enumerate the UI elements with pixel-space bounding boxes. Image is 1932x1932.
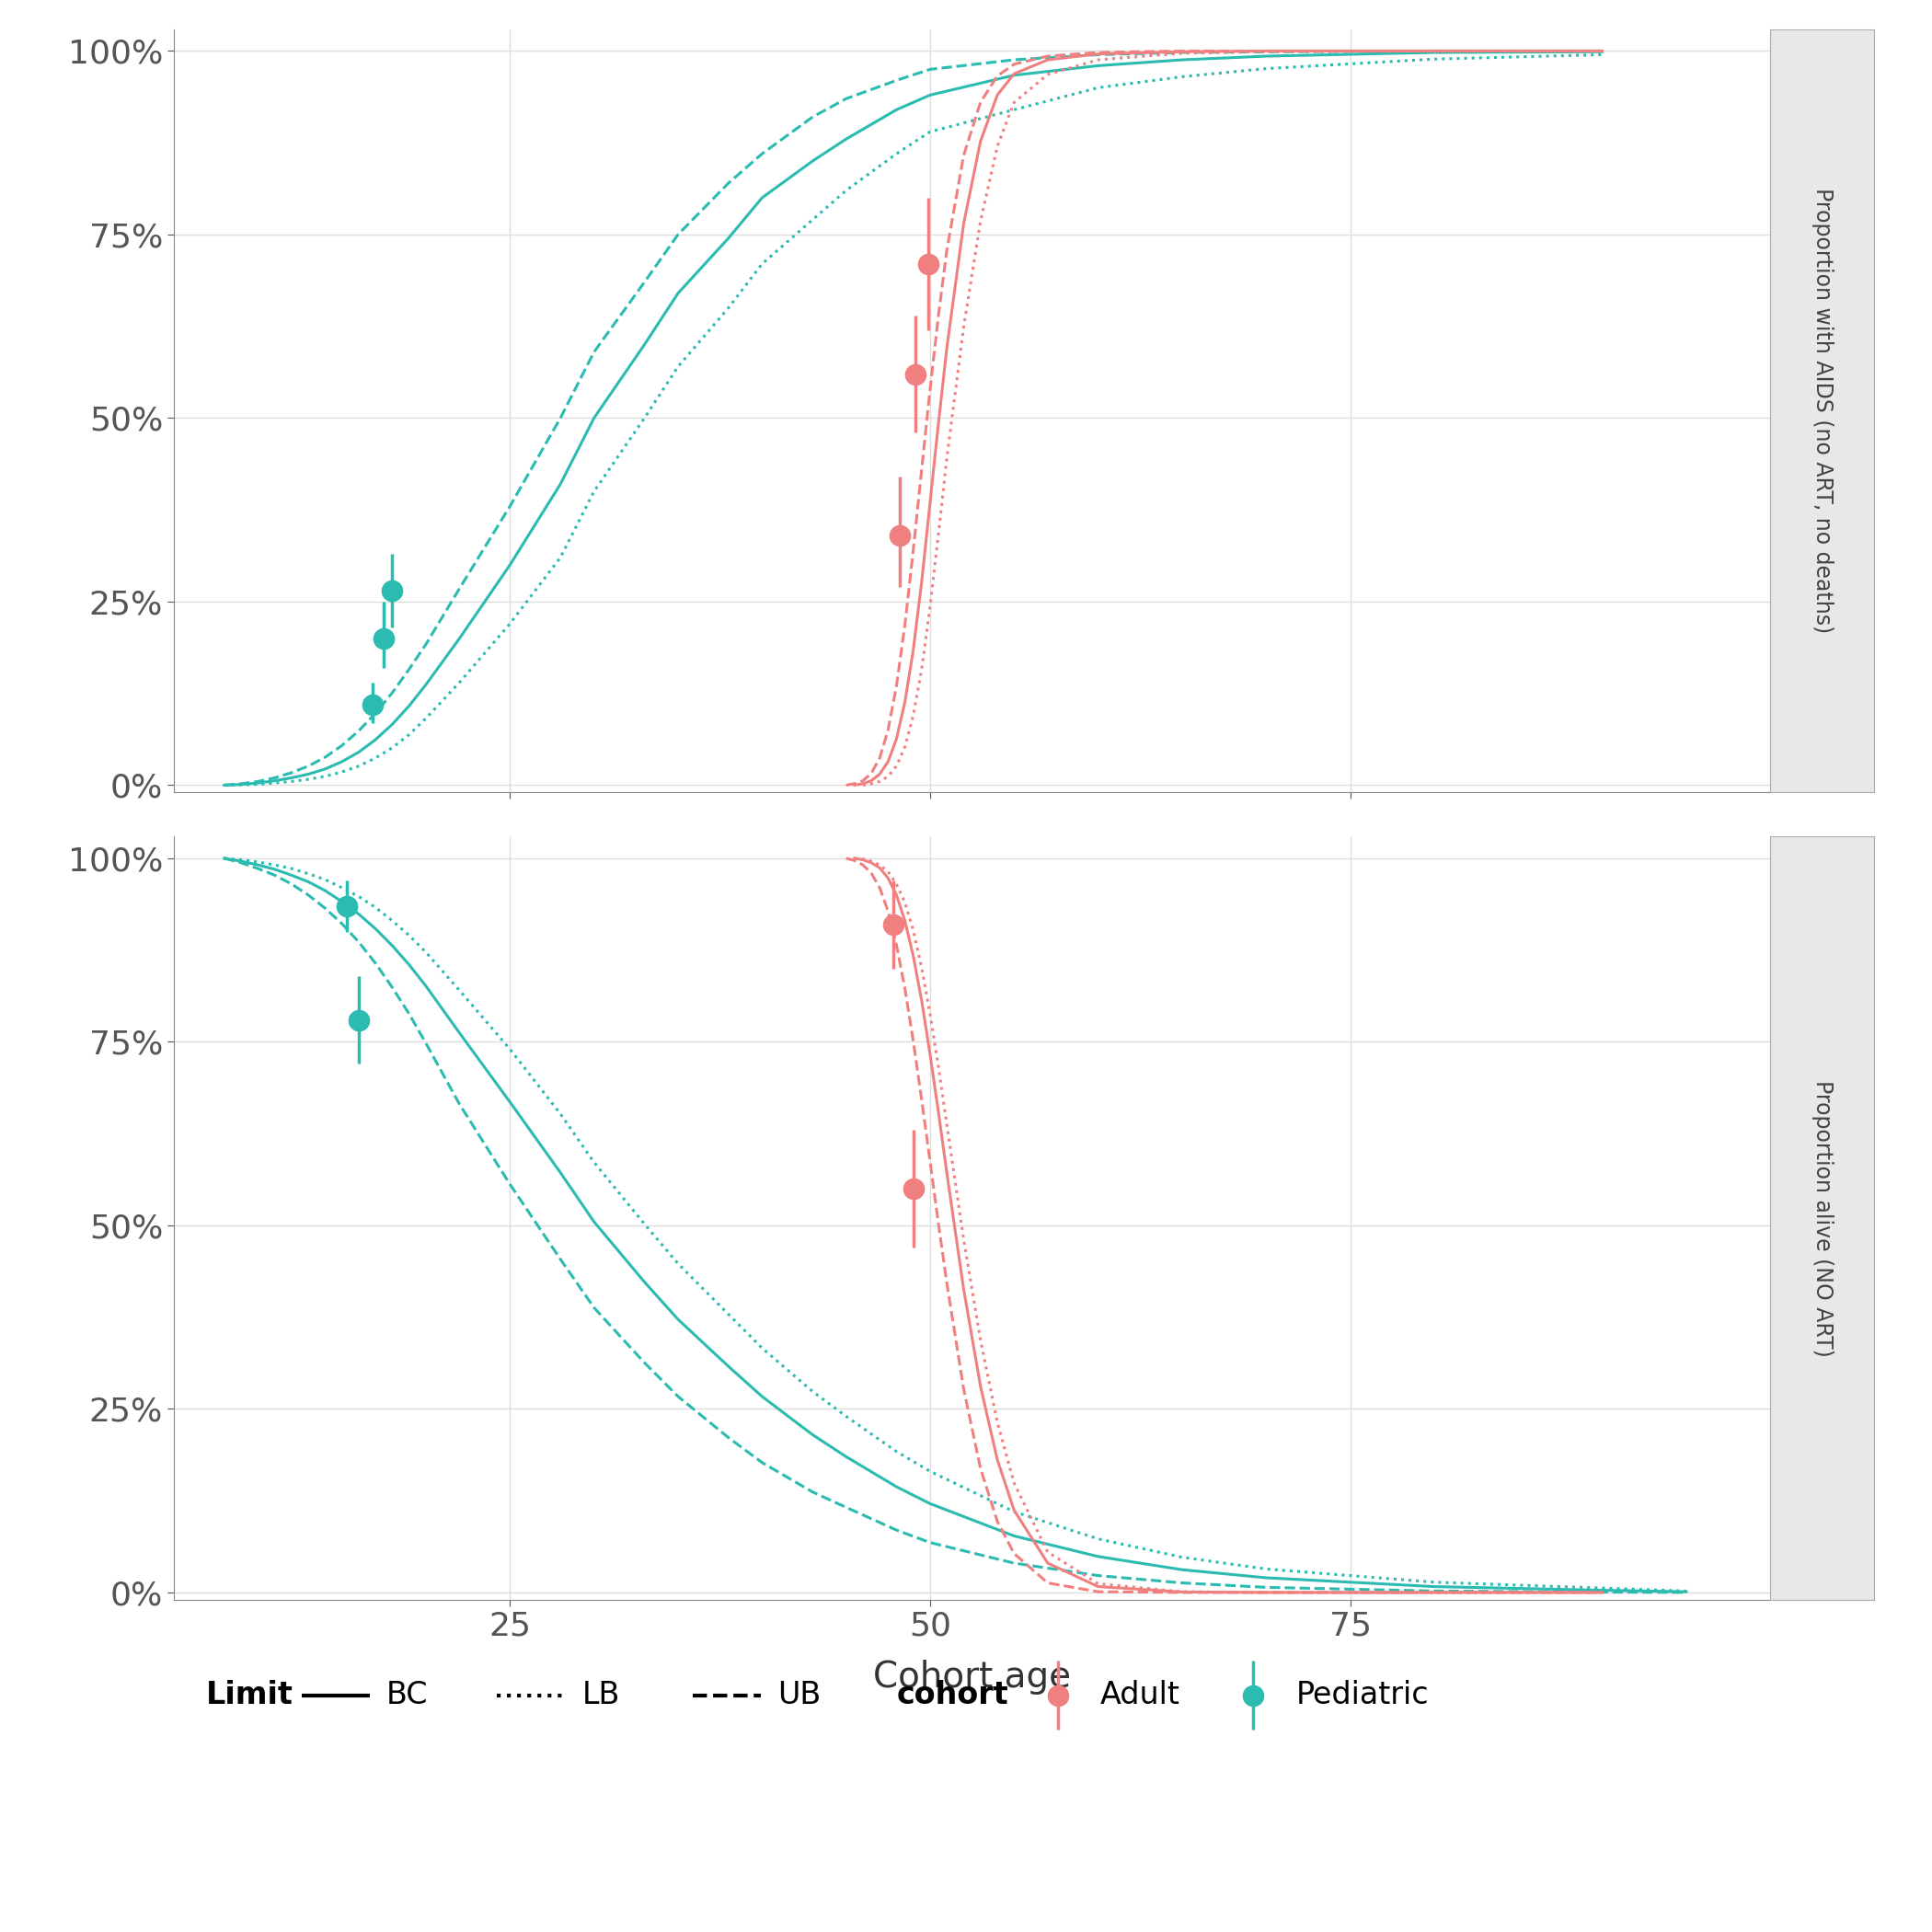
Text: BC: BC	[386, 1681, 429, 1710]
Text: Proportion with AIDS (no ART, no deaths): Proportion with AIDS (no ART, no deaths)	[1810, 187, 1833, 634]
X-axis label: Cohort age: Cohort age	[873, 1660, 1070, 1694]
Text: Limit: Limit	[205, 1681, 294, 1710]
Text: LB: LB	[582, 1681, 620, 1710]
Text: cohort: cohort	[896, 1681, 1009, 1710]
Text: UB: UB	[777, 1681, 821, 1710]
Text: Adult: Adult	[1101, 1681, 1180, 1710]
Text: Proportion alive (NO ART): Proportion alive (NO ART)	[1810, 1080, 1833, 1356]
Text: Pediatric: Pediatric	[1296, 1681, 1430, 1710]
